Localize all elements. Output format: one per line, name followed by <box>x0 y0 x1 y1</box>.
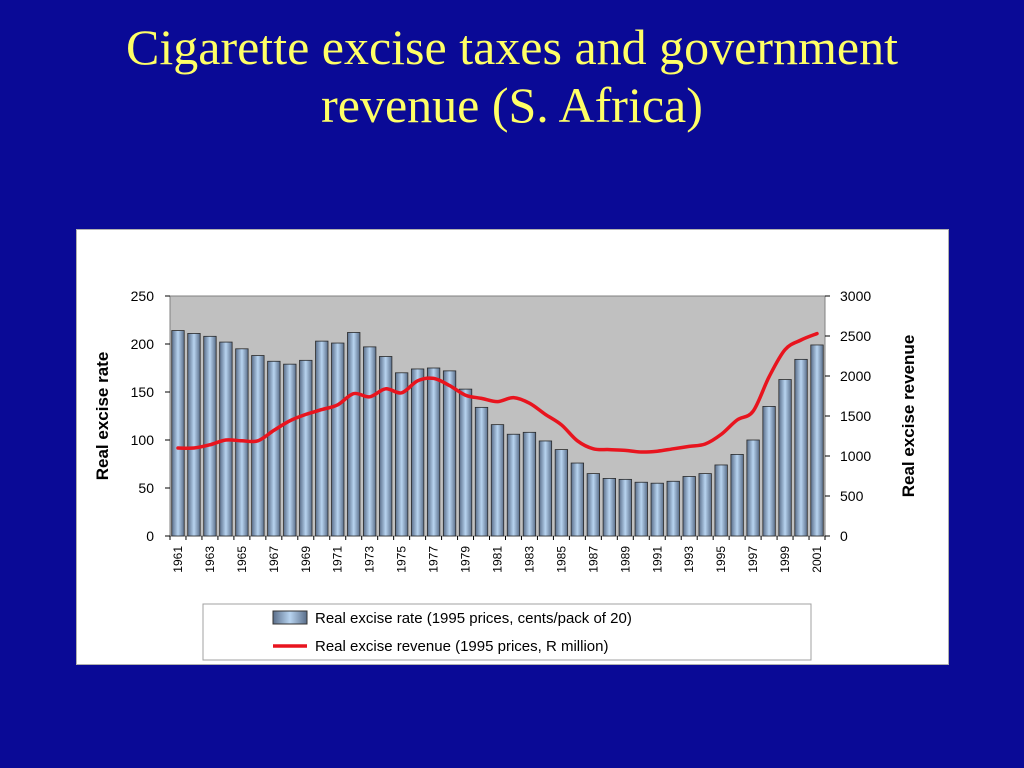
bar-2001 <box>810 344 824 537</box>
x-tick-label-1987: 1987 <box>586 546 600 573</box>
x-tick-label-1979: 1979 <box>459 546 473 573</box>
slide-title-line-1: Cigarette excise taxes and government <box>126 19 898 75</box>
x-tick-label-1995: 1995 <box>714 546 728 573</box>
bar-1974 <box>379 356 393 537</box>
bar-1969 <box>299 359 313 537</box>
x-tick-label-1991: 1991 <box>650 546 664 573</box>
right-tick-label: 1500 <box>840 408 871 424</box>
bar-1996 <box>730 453 744 537</box>
slide-title: Cigarette excise taxes and government re… <box>0 18 1024 134</box>
right-tick-label: 2000 <box>840 368 871 384</box>
left-tick-label: 250 <box>131 288 155 304</box>
bar-1994 <box>698 473 712 537</box>
x-tick-label-1975: 1975 <box>395 546 409 573</box>
x-tick-label-1967: 1967 <box>267 546 281 573</box>
left-axis-title: Real excise rate <box>93 352 112 481</box>
bar-1979 <box>458 388 473 537</box>
bar-1976 <box>410 368 425 537</box>
right-tick-label: 1000 <box>840 448 871 464</box>
bar-1977 <box>426 367 441 537</box>
slide-title-line-2: revenue (S. Africa) <box>321 77 703 133</box>
bar-1998 <box>762 405 776 537</box>
x-tick-label-1969: 1969 <box>299 546 313 573</box>
bar-1966 <box>251 355 265 537</box>
bar-1971 <box>331 342 345 537</box>
bar-1978 <box>442 370 457 537</box>
bar-1982 <box>506 433 521 537</box>
left-tick-label: 150 <box>131 384 155 400</box>
legend: Real excise rate (1995 prices, cents/pac… <box>202 603 812 661</box>
bar-1972 <box>347 332 361 537</box>
combo-chart: 0501001502002500500100015002000250030001… <box>93 288 918 661</box>
x-tick-label-1989: 1989 <box>618 546 632 573</box>
x-tick-label-1961: 1961 <box>171 546 185 573</box>
right-tick-label: 500 <box>840 488 864 504</box>
bar-1995 <box>714 464 728 537</box>
right-tick-label: 3000 <box>840 288 871 304</box>
right-axis-title: Real excise revenue <box>899 335 918 498</box>
bar-2000 <box>794 358 808 537</box>
bar-1968 <box>283 363 297 537</box>
x-tick-label-1963: 1963 <box>203 546 217 573</box>
left-tick-label: 200 <box>131 336 155 352</box>
bar-1962 <box>187 333 201 537</box>
left-tick-label: 50 <box>138 480 154 496</box>
bar-1967 <box>267 360 281 537</box>
bar-1973 <box>363 346 377 537</box>
right-tick-label: 0 <box>840 528 848 544</box>
bar-1988 <box>602 477 616 537</box>
bar-1963 <box>203 335 217 537</box>
x-tick-label-1997: 1997 <box>746 546 760 573</box>
bar-1961 <box>171 330 185 537</box>
bar-1983 <box>522 431 537 537</box>
x-tick-label-2001: 2001 <box>810 546 824 573</box>
bar-1987 <box>586 473 600 537</box>
bar-1984 <box>538 440 553 537</box>
bar-1989 <box>618 478 632 537</box>
bar-1999 <box>778 379 792 537</box>
bar-1975 <box>395 372 409 537</box>
revenue-series-line <box>176 331 819 454</box>
x-tick-label-1977: 1977 <box>427 546 441 573</box>
bar-1997 <box>746 439 760 537</box>
left-tick-label: 0 <box>146 528 154 544</box>
bar-1986 <box>570 462 585 537</box>
legend-bar-swatch <box>272 610 308 625</box>
right-tick-label: 2500 <box>840 328 871 344</box>
bar-1985 <box>554 449 569 537</box>
legend-label-revenue: Real excise revenue (1995 prices, R mill… <box>315 638 608 655</box>
x-tick-label-1985: 1985 <box>554 546 568 573</box>
left-tick-label: 100 <box>131 432 155 448</box>
bar-1993 <box>682 476 696 537</box>
x-tick-label-1965: 1965 <box>235 546 249 573</box>
bar-1981 <box>490 424 505 537</box>
bar-1992 <box>666 480 680 537</box>
x-tick-label-1983: 1983 <box>522 546 536 573</box>
chart-panel: 0 50 100 150 200 250 0 500 1000 1500 2000 2500 3000 1… <box>76 229 949 665</box>
x-tick-label-1993: 1993 <box>682 546 696 573</box>
bar-1970 <box>315 340 329 537</box>
x-tick-label-1973: 1973 <box>363 546 377 573</box>
x-tick-label-1999: 1999 <box>778 546 792 573</box>
bar-1980 <box>474 406 489 537</box>
x-tick-label-1971: 1971 <box>331 546 345 573</box>
x-tick-label-1981: 1981 <box>491 546 505 573</box>
legend-label-rate: Real excise rate (1995 prices, cents/pac… <box>315 610 632 627</box>
bar-1991 <box>650 482 664 537</box>
bar-1990 <box>634 481 648 537</box>
